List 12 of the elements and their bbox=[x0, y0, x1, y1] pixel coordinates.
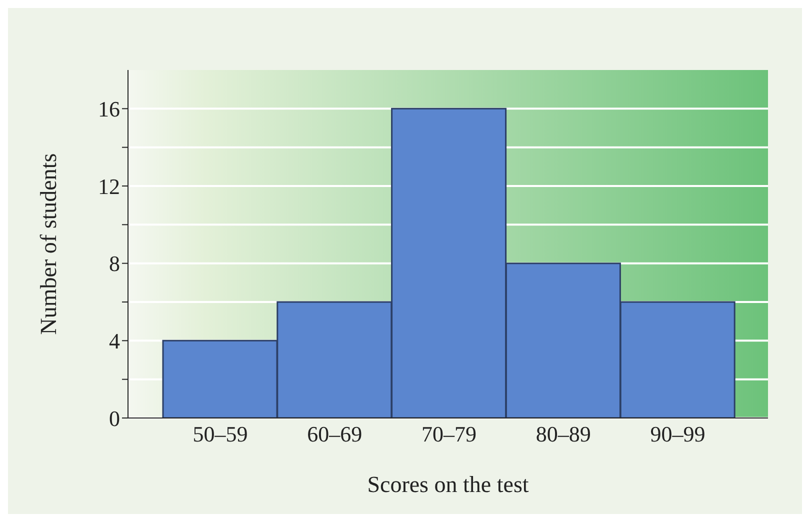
y-tick-label: 16 bbox=[98, 96, 120, 122]
x-tick-label: 60–69 bbox=[307, 422, 362, 447]
y-tick-label: 8 bbox=[109, 251, 120, 276]
y-tick-label: 0 bbox=[109, 406, 120, 431]
x-tick-label: 70–79 bbox=[422, 422, 476, 447]
x-axis-title: Scores on the test bbox=[367, 472, 530, 497]
y-tick-label: 12 bbox=[98, 174, 120, 199]
x-tick-label: 90–99 bbox=[650, 422, 706, 447]
y-tick-label: 4 bbox=[109, 328, 120, 354]
x-tick-label: 50–59 bbox=[192, 422, 248, 447]
x-tick-label: 80–89 bbox=[536, 422, 591, 447]
y-axis-title: Number of students bbox=[36, 153, 62, 335]
